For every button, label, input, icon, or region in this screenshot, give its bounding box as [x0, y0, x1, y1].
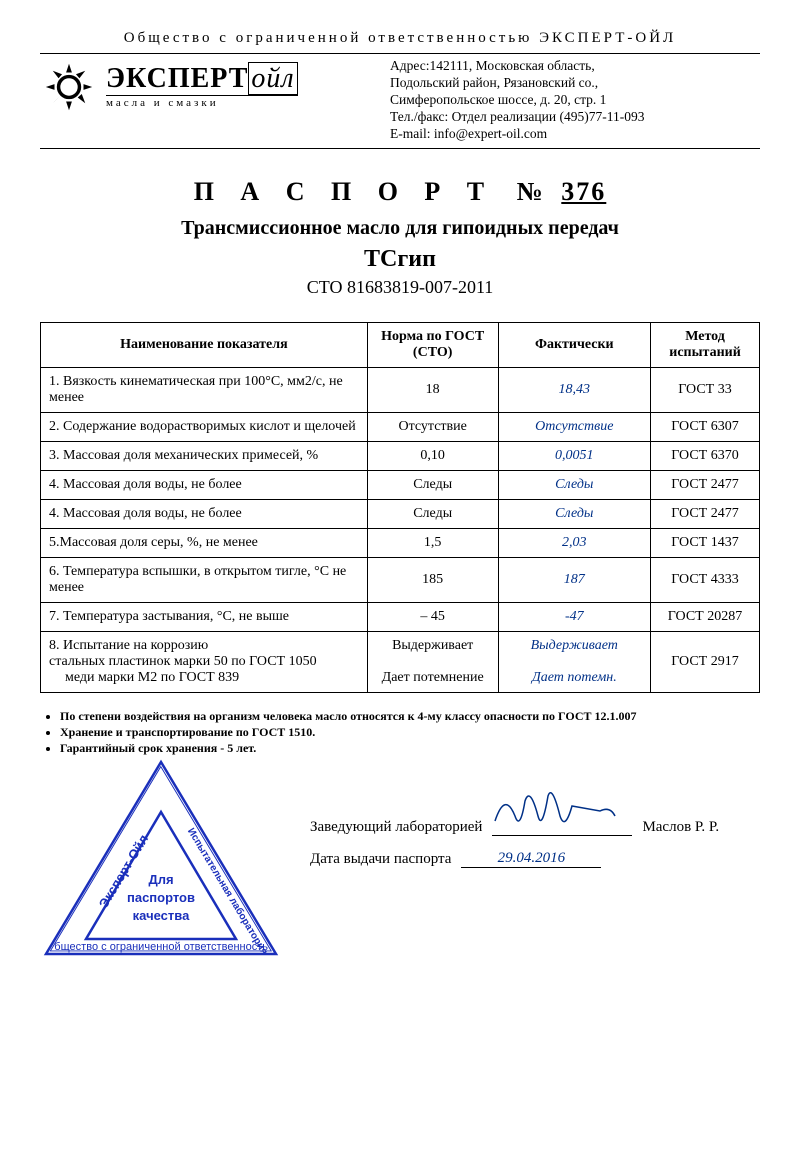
logo-text-main: ЭКСПЕРТойл [106, 65, 298, 93]
divider-top [40, 53, 760, 54]
gear-icon [40, 58, 98, 116]
cell-norm: ВыдерживаетДает потемнение [367, 632, 498, 693]
cell-name: 2. Содержание водорастворимых кислот и щ… [41, 413, 368, 442]
cell-method: ГОСТ 6307 [651, 413, 760, 442]
svg-text:качества: качества [133, 908, 190, 923]
spec-table: Наименование показателя Норма по ГОСТ (С… [40, 322, 760, 693]
col-header-name: Наименование показателя [41, 323, 368, 368]
table-row: 4. Массовая доля воды, не более Следы Сл… [41, 471, 760, 500]
addr-line: Подольский район, Рязановский со., [390, 75, 644, 92]
cell-method: ГОСТ 1437 [651, 529, 760, 558]
logo-block: ЭКСПЕРТойл масла и смазки [40, 58, 360, 116]
cell-method: ГОСТ 2477 [651, 500, 760, 529]
logo-word1: ЭКСПЕРТ [106, 63, 248, 94]
svg-text:паспортов: паспортов [127, 890, 195, 905]
cell-method: ГОСТ 6370 [651, 442, 760, 471]
cell-name: 6. Температура вспышки, в открытом тигле… [41, 558, 368, 603]
table-row: 5.Массовая доля серы, %, не менее 1,5 2,… [41, 529, 760, 558]
passport-title: П А С П О Р Т № 376 [40, 177, 760, 207]
subtitle: Трансмиссионное масло для гипоидных пере… [40, 217, 760, 240]
cell-method: ГОСТ 33 [651, 368, 760, 413]
header-row: ЭКСПЕРТойл масла и смазки Адрес:142111, … [40, 58, 760, 142]
product-name: ТСгип [40, 246, 760, 273]
cell-name: 1. Вязкость кинематическая при 100°С, мм… [41, 368, 368, 413]
cell-norm: 18 [367, 368, 498, 413]
table-row: 4. Массовая доля воды, не более Следы Сл… [41, 500, 760, 529]
cell-norm: – 45 [367, 603, 498, 632]
org-name: Общество с ограниченной ответственностью… [40, 30, 760, 47]
cell-fact: Отсутствие [498, 413, 651, 442]
signature-block: Заведующий лабораторией Маслов Р. Р. Дат… [310, 818, 719, 882]
passport-word: П А С П О Р Т [194, 177, 494, 206]
cell-name: 4. Массовая доля воды, не более [41, 500, 368, 529]
cell-fact: 18,43 [498, 368, 651, 413]
addr-line: E-mail: info@expert-oil.com [390, 126, 644, 143]
cell-name: 4. Массовая доля воды, не более [41, 471, 368, 500]
table-row: 6. Температура вспышки, в открытом тигле… [41, 558, 760, 603]
cell-method: ГОСТ 2477 [651, 471, 760, 500]
cell-name: 7. Температура застывания, °С, не выше [41, 603, 368, 632]
sig-person-name: Маслов Р. Р. [642, 819, 719, 836]
address-block: Адрес:142111, Московская область, Подоль… [360, 58, 644, 142]
col-header-norm: Норма по ГОСТ (СТО) [367, 323, 498, 368]
cell-norm: Следы [367, 471, 498, 500]
cell-fact: 187 [498, 558, 651, 603]
title-block: П А С П О Р Т № 376 Трансмиссионное масл… [40, 177, 760, 298]
issue-date: 29.04.2016 [461, 850, 601, 868]
table-row: 3. Массовая доля механических примесей, … [41, 442, 760, 471]
table-row: 8. Испытание на коррозиюстальных пластин… [41, 632, 760, 693]
passport-number: 376 [561, 177, 606, 206]
cell-fact: ВыдерживаетДает потемн. [498, 632, 651, 693]
addr-line: Адрес:142111, Московская область, [390, 58, 644, 75]
cell-fact: 2,03 [498, 529, 651, 558]
note-item: Хранение и транспортирование по ГОСТ 151… [60, 725, 760, 741]
addr-line: Тел./факс: Отдел реализации (495)77-11-0… [390, 109, 644, 126]
stamp-icon: Общество с ограниченной ответственностью… [36, 754, 286, 974]
cell-norm: 185 [367, 558, 498, 603]
cell-norm: 1,5 [367, 529, 498, 558]
svg-text:Общество с ограниченной ответс: Общество с ограниченной ответственностью [36, 754, 268, 953]
logo-word2: ойл [248, 62, 297, 95]
table-header-row: Наименование показателя Норма по ГОСТ (С… [41, 323, 760, 368]
cell-fact: Следы [498, 471, 651, 500]
svg-text:Для: Для [148, 872, 173, 887]
table-row: 1. Вязкость кинематическая при 100°С, мм… [41, 368, 760, 413]
cell-fact: -47 [498, 603, 651, 632]
table-row: 2. Содержание водорастворимых кислот и щ… [41, 413, 760, 442]
cell-name: 8. Испытание на коррозиюстальных пластин… [41, 632, 368, 693]
cell-method: ГОСТ 20287 [651, 603, 760, 632]
svg-text:Испытательная лаборатория: Испытательная лаборатория [185, 826, 270, 957]
footer-block: Общество с ограниченной ответственностью… [40, 766, 760, 986]
cell-fact: Следы [498, 500, 651, 529]
sig-field [492, 818, 632, 836]
date-label: Дата выдачи паспорта [310, 851, 451, 868]
cell-method: ГОСТ 4333 [651, 558, 760, 603]
cell-method: ГОСТ 2917 [651, 632, 760, 693]
note-item: По степени воздействия на организм челов… [60, 709, 760, 725]
cell-norm: Отсутствие [367, 413, 498, 442]
col-header-method: Метод испытаний [651, 323, 760, 368]
table-row: 7. Температура застывания, °С, не выше –… [41, 603, 760, 632]
cell-norm: 0,10 [367, 442, 498, 471]
notes-list: По степени воздействия на организм челов… [46, 709, 760, 756]
sig-role-label: Заведующий лабораторией [310, 819, 482, 836]
logo-tagline: масла и смазки [106, 95, 298, 109]
divider-bottom [40, 148, 760, 149]
cell-norm: Следы [367, 500, 498, 529]
sto-number: СТО 81683819-007-2011 [40, 277, 760, 298]
cell-name: 5.Массовая доля серы, %, не менее [41, 529, 368, 558]
cell-name: 3. Массовая доля механических примесей, … [41, 442, 368, 471]
addr-line: Симферопольское шоссе, д. 20, стр. 1 [390, 92, 644, 109]
num-label: № [517, 177, 545, 206]
col-header-fact: Фактически [498, 323, 651, 368]
cell-fact: 0,0051 [498, 442, 651, 471]
